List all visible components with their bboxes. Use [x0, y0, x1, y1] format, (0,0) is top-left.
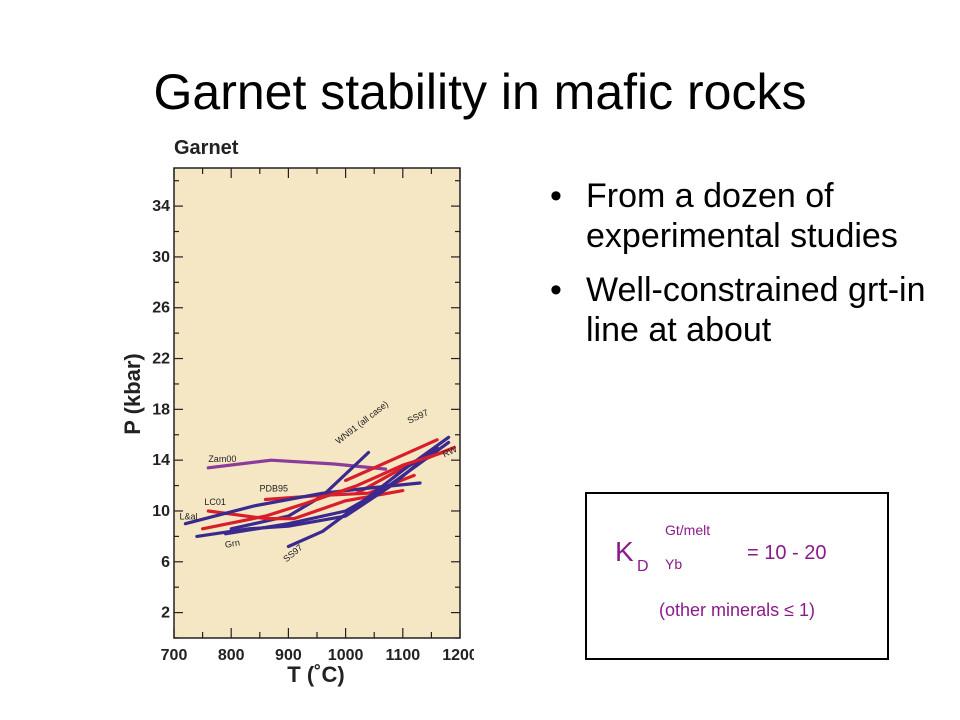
- series-line-0: [206, 458, 388, 471]
- series-line-1: [229, 450, 371, 531]
- series-line-5: [206, 489, 405, 521]
- plot-panel: [173, 167, 461, 639]
- series-line-2: [344, 438, 439, 483]
- bullet-text: Well-constrained grt-in line at about: [586, 271, 926, 349]
- kd-subscript-d: D: [637, 558, 649, 575]
- slide-title: Garnet stability in mafic rocks: [153, 64, 807, 120]
- x-tick-label: 900: [275, 647, 302, 664]
- chart-title: Garnet: [174, 137, 239, 159]
- x-tick-label: 1200: [442, 647, 474, 664]
- series-lines: [183, 435, 456, 549]
- series-label: PDB95: [260, 484, 289, 494]
- y-tick-label: 34: [152, 198, 170, 215]
- x-tick-label: 1000: [328, 647, 364, 664]
- y-tick-label: 26: [152, 300, 170, 317]
- y-tick-label: 6: [161, 554, 170, 571]
- series-label: LC01: [204, 497, 226, 507]
- y-axis-label: P (kbar): [120, 353, 145, 435]
- y-tick-label: 10: [152, 503, 170, 520]
- y-tick-label: 14: [152, 452, 170, 469]
- bullet-dot: •: [550, 177, 562, 215]
- series-label: Grn: [224, 537, 241, 549]
- series-line-10: [200, 450, 445, 531]
- bullet-dot: •: [550, 271, 562, 309]
- y-tick-label: 30: [152, 249, 170, 266]
- series-label: Zam00: [208, 454, 236, 464]
- x-tick-label: 800: [218, 647, 245, 664]
- x-tick-label: 700: [161, 647, 188, 664]
- bullet-item: • From a dozen of experimental studies: [548, 176, 948, 256]
- kd-element: Yb: [665, 556, 683, 572]
- kd-superscript: Gt/melt: [665, 522, 711, 538]
- kd-value: = 10 - 20: [747, 542, 827, 564]
- x-axis-label: T (˚C): [287, 662, 344, 687]
- kd-symbol: K: [615, 536, 634, 567]
- bullet-text: From a dozen of experimental studies: [586, 177, 898, 255]
- bullet-item: • Well-constrained grt-in line at about: [548, 270, 948, 350]
- series-line-9: [195, 445, 439, 538]
- bullet-list: • From a dozen of experimental studies •…: [548, 176, 948, 364]
- kd-note: (other minerals ≤ 1): [659, 600, 815, 620]
- garnet-chart: 700 800 900 1000 1100 1200 2 6 10 14 18 22 26 30 34 Za…: [118, 132, 474, 692]
- x-tick-label: 1100: [385, 647, 420, 664]
- partition-coefficient-box: K D Gt/melt Yb = 10 - 20 (other minerals…: [585, 492, 889, 660]
- series-label: L&al: [179, 512, 197, 522]
- y-tick-label: 22: [152, 351, 170, 368]
- y-tick-label: 2: [161, 605, 170, 622]
- y-tick-label: 18: [152, 401, 170, 418]
